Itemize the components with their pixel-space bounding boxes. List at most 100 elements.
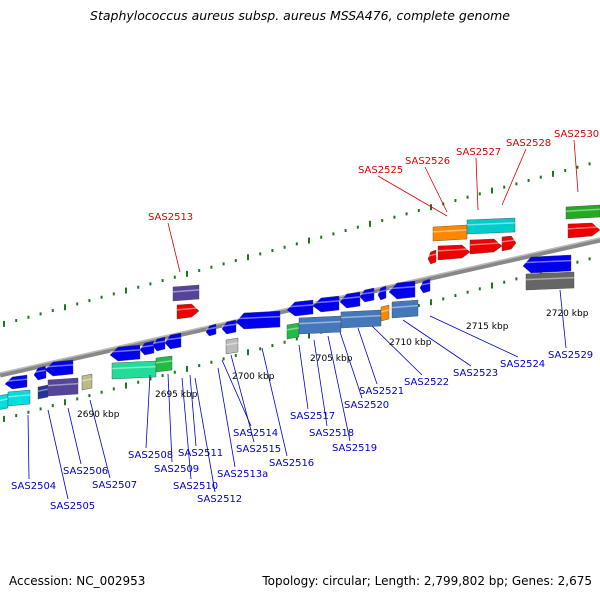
gene-shine-21	[312, 300, 340, 304]
leader-blue	[371, 325, 423, 376]
outer-dot-track	[356, 225, 359, 229]
gene-feature-27	[286, 322, 300, 340]
gene-shine-4	[44, 364, 74, 368]
outer-dot-track	[320, 235, 323, 239]
gene-shine-36	[469, 242, 503, 246]
gene-feature-30	[380, 304, 390, 322]
gene-feature-32	[432, 224, 468, 242]
leader-red	[167, 222, 181, 273]
outer-dot-track	[430, 204, 432, 211]
scale-label: 2690 kbp	[77, 410, 120, 420]
leader-blue	[298, 344, 309, 410]
leader-blue	[402, 319, 472, 367]
inner-dot-track	[442, 297, 445, 301]
leader-blue	[313, 339, 328, 427]
gene-label: SAS2524	[500, 359, 545, 370]
leader-blue	[194, 377, 216, 493]
outer-dot-track	[344, 229, 347, 233]
outer-dot-track	[3, 320, 5, 327]
inner-dot-track	[137, 380, 140, 384]
leader-red	[573, 139, 579, 193]
gene-label: SAS2530	[554, 129, 599, 140]
inner-dot-track	[234, 354, 237, 358]
gene-shine-3	[33, 369, 47, 373]
gene-label: SAS2521	[359, 386, 404, 397]
gene-label: SAS2505	[50, 501, 95, 512]
inner-dot-track	[64, 399, 66, 406]
gene-label: SAS2513	[148, 212, 193, 223]
outer-dot-track	[51, 309, 54, 313]
gene-feature-6	[47, 377, 79, 397]
gene-label: SAS2517	[290, 411, 335, 422]
leader-blue	[559, 289, 567, 349]
gene-shine-22	[339, 296, 361, 300]
inner-dot-track	[112, 387, 115, 391]
outer-dot-track	[222, 262, 225, 266]
leader-blue	[429, 315, 519, 358]
gene-feature-5	[37, 384, 49, 400]
gene-label: SAS2514	[233, 428, 278, 439]
gene-shine-15	[176, 307, 200, 311]
leader-red	[501, 148, 527, 206]
gene-feature-34	[427, 249, 437, 265]
gene-shine-34	[427, 253, 437, 257]
leader-blue	[67, 407, 82, 465]
gene-feature-31	[391, 299, 419, 319]
gene-shine-35	[437, 248, 471, 252]
gene-feature-1	[7, 389, 31, 407]
leader-blue	[217, 367, 236, 468]
gene-shine-31	[391, 304, 419, 309]
scale-label: 2710 kbp	[389, 338, 432, 348]
gene-shine-38	[565, 208, 600, 212]
leader-blue	[339, 331, 363, 399]
inner-dot-track	[3, 415, 5, 422]
topology-text: Topology: circular; Length: 2,799,802 bp…	[262, 574, 592, 588]
outer-dot-track	[15, 319, 18, 323]
inner-dot-track	[576, 260, 579, 264]
inner-dot-track	[161, 374, 164, 378]
gene-shine-9	[139, 344, 155, 348]
leader-blue	[189, 374, 197, 447]
outer-dot-track	[64, 304, 66, 311]
outer-dot-track	[588, 162, 591, 166]
gene-shine-41	[525, 276, 575, 281]
gene-features	[0, 204, 600, 410]
gene-label: SAS2509	[154, 464, 199, 475]
outer-dot-track	[100, 295, 103, 299]
gene-shine-17	[221, 323, 237, 327]
inner-dot-track	[295, 337, 298, 341]
outer-dot-track	[198, 269, 201, 273]
scale-label: 2720 kbp	[546, 309, 589, 319]
inner-dot-track	[51, 404, 54, 408]
gene-feature-12	[111, 360, 157, 380]
scale-label: 2715 kbp	[466, 322, 509, 332]
gene-shine-32	[432, 229, 468, 233]
gene-feature-20	[286, 299, 314, 317]
gene-feature-8	[109, 344, 141, 362]
scale-ticks: 2690 kbp 2695 kbp 2700 kbp 2705 kbp 2710 kbp…	[77, 309, 589, 420]
gene-feature-37	[501, 235, 517, 252]
gene-feature-13	[155, 355, 173, 373]
gene-label: SAS2506	[63, 466, 108, 477]
inner-dot-track	[186, 365, 188, 372]
gene-feature-40	[522, 254, 572, 274]
gene-feature-2	[4, 374, 28, 390]
leader-blue	[221, 359, 252, 427]
gene-labels: SAS2513SAS2525SAS2526SAS2527SAS2528SAS25…	[11, 129, 599, 512]
gene-label: SAS2515	[236, 444, 281, 455]
inner-dot-track	[149, 377, 152, 381]
gene-label: SAS2528	[506, 138, 551, 149]
gene-feature-11	[164, 332, 182, 350]
gene-label: SAS2522	[404, 377, 449, 388]
gene-label: SAS2520	[344, 400, 389, 411]
inner-dot-track	[430, 299, 432, 306]
outer-dot-track	[539, 175, 542, 179]
inner-dot-track	[466, 290, 469, 294]
inner-dot-track	[173, 370, 176, 374]
gene-feature-41	[525, 271, 575, 291]
outer-dot-track	[491, 187, 493, 194]
outer-dot-track	[88, 299, 91, 303]
gene-feature-19	[225, 337, 239, 355]
inner-dot-track	[88, 394, 91, 398]
